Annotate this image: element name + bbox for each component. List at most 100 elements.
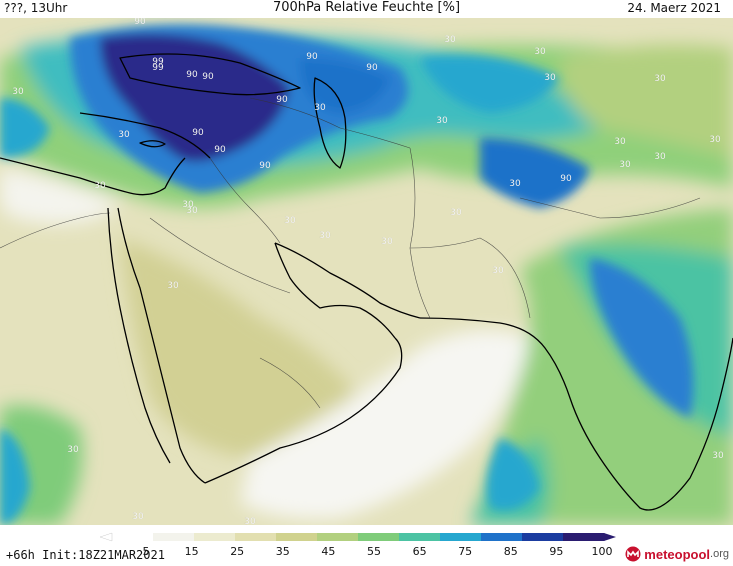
border-line-3: [249, 97, 411, 149]
border-line-2: [209, 157, 281, 244]
arabia-olive-field: [120, 238, 360, 458]
init-time-label: +66h Init:18Z21MAR2021: [6, 548, 165, 562]
humidity-cores: [0, 24, 694, 525]
contour-label: 90: [134, 18, 146, 27]
colorbar-swatch: [235, 533, 277, 541]
colorbar-swatch: [112, 533, 154, 541]
contour-label: 30: [654, 152, 666, 162]
colorbar-swatch: [399, 533, 441, 541]
contour-label: 90: [560, 174, 572, 184]
contour-label: 30: [132, 512, 144, 522]
colorbar-tick-label: 25: [230, 545, 244, 558]
southwest-blue-core: [0, 428, 30, 525]
meteopool-logo-icon: [625, 546, 641, 562]
red-sea-west-coast: [107, 207, 171, 464]
colorbar-tick-label: 75: [458, 545, 472, 558]
colorbar-tick-label: 100: [592, 545, 613, 558]
contour-label: 30: [709, 135, 721, 145]
contour-label: 30: [186, 206, 198, 216]
coastlines: [0, 53, 733, 511]
colorbar-tick-label: 5: [143, 545, 150, 558]
colorbar-swatch: [563, 533, 605, 541]
border-line-8: [0, 212, 111, 249]
black-sea: [119, 53, 301, 96]
colorbar-swatch: [153, 533, 195, 541]
cyprus: [139, 140, 166, 148]
egypt-dry-band: [0, 168, 120, 224]
contour-label: 30: [182, 200, 194, 210]
northeast-green-field: [560, 44, 733, 158]
turkey-navy-core: [100, 34, 290, 162]
map-header: ???, 13Uhr 700hPa Relative Feuchte [%] 2…: [0, 0, 733, 18]
india-blue-core: [590, 258, 694, 418]
contour-label: 90: [259, 161, 271, 171]
border-line-7: [519, 197, 701, 219]
colorbar-tick-label: 45: [321, 545, 335, 558]
colorbar: 5 15 25 35 45 55 65 75 85 95 100: [99, 532, 616, 558]
colorbar-right-arrow: [604, 533, 616, 541]
contour-label: 90: [214, 145, 226, 155]
contour-label: 30: [284, 216, 296, 226]
contour-label: 30: [118, 130, 130, 140]
contour-label: 90: [366, 63, 378, 73]
colorbar-swatch: [481, 533, 523, 541]
colorbar-swatch: [194, 533, 236, 541]
borders: [0, 97, 701, 409]
contour-label: 30: [319, 231, 331, 241]
map-canvas: 9030999990909090903090309090303030303030…: [0, 18, 733, 525]
contour-label: 90: [202, 72, 214, 82]
contour-label: 30: [654, 74, 666, 84]
valid-time-label: ???, 13Uhr: [4, 1, 68, 15]
contour-label: 30: [509, 179, 521, 189]
border-line-5: [409, 237, 531, 319]
border-line-1: [149, 217, 291, 294]
contour-label: 30: [444, 35, 456, 45]
contour-label: 30: [614, 137, 626, 147]
persian-gulf-south-coast: [274, 242, 396, 339]
colorbar-swatch: [317, 533, 359, 541]
caucasus-blue-core: [300, 58, 390, 113]
contour-label: 30: [712, 451, 724, 461]
turkey-south-coast: [79, 112, 211, 159]
contour-label: 30: [450, 208, 462, 218]
arabia-south-coast: [204, 337, 403, 484]
pakistan-blue-core: [480, 138, 590, 208]
contour-label: 30: [94, 181, 106, 191]
contour-label: 90: [276, 95, 288, 105]
contour-label: 30: [619, 160, 631, 170]
south-asia-coast: [419, 317, 733, 511]
brand-suffix: .org: [710, 548, 729, 560]
contour-label: 30: [544, 73, 556, 83]
colorbar-tick-label: 55: [367, 545, 381, 558]
persian-gulf-north-coast: [274, 242, 421, 319]
caspian-sea: [313, 77, 347, 169]
contour-labels: 9030999990909090903090309090303030303030…: [12, 18, 724, 525]
colorbar-tick-label: 85: [504, 545, 518, 558]
colorbar-ticks: 5 15 25 35 45 55 65 75 85 95 100: [143, 545, 613, 558]
contour-label: 90: [192, 128, 204, 138]
colorbar-tick-label: 65: [413, 545, 427, 558]
colorbar-tick-label: 35: [276, 545, 290, 558]
map-title: 700hPa Relative Feuchte [%]: [272, 0, 461, 15]
arabian-sea-dry-field: [240, 330, 530, 519]
colorbar-swatch: [522, 533, 564, 541]
west-blue-core: [0, 98, 50, 158]
contour-label: 99: [152, 63, 164, 73]
contour-label: 30: [492, 266, 504, 276]
date-label: 24. Maerz 2021: [627, 1, 721, 15]
meteopool-logo: meteopool .org: [625, 545, 729, 563]
contour-label: 30: [534, 47, 546, 57]
brand-name: meteopool: [644, 546, 711, 562]
central-asia-blue-core: [420, 55, 560, 113]
contour-label: 99: [152, 57, 164, 67]
contour-label: 30: [381, 237, 393, 247]
colorbar-tick-label: 15: [185, 545, 199, 558]
south-blue-core: [486, 438, 540, 511]
humidity-map: 9030999990909090903090309090303030303030…: [0, 18, 733, 525]
colorbar-swatches: [99, 532, 616, 542]
colorbar-swatch: [440, 533, 482, 541]
map-footer: 5 15 25 35 45 55 65 75 85 95 100 +66h Init:18Z21MA…: [0, 525, 733, 566]
contour-label: 30: [67, 445, 79, 455]
colorbar-swatch: [276, 533, 318, 541]
colorbar-swatch: [358, 533, 400, 541]
